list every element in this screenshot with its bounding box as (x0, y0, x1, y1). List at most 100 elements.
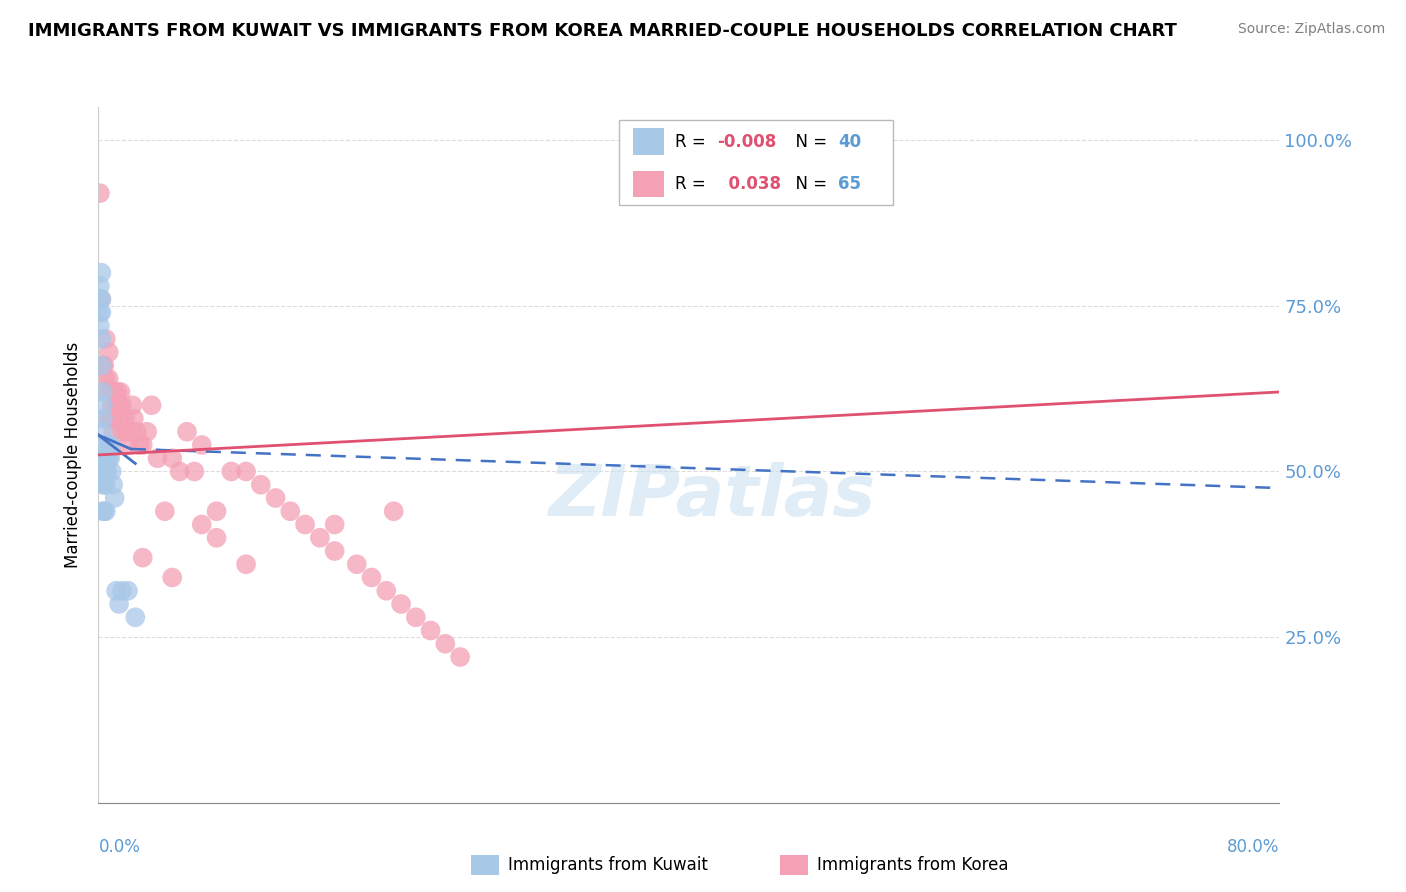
Point (93, 451, 115, 466)
Point (96, 384, 118, 399)
Point (162, 451, 183, 466)
Point (89, 318, 111, 333)
Point (264, 491, 287, 505)
Text: R =: R = (675, 175, 711, 193)
Point (176, 425, 198, 439)
Point (91, 477, 114, 491)
Point (360, 570, 382, 584)
Point (323, 544, 346, 558)
Point (105, 398, 128, 412)
Point (105, 583, 128, 598)
Point (107, 384, 129, 399)
Point (96, 411, 118, 425)
Text: 80.0%: 80.0% (1227, 838, 1279, 855)
Point (191, 438, 214, 452)
Point (205, 531, 228, 545)
Point (98, 384, 121, 399)
Point (100, 465, 122, 479)
Point (114, 411, 136, 425)
Point (111, 398, 134, 412)
Text: IMMIGRANTS FROM KUWAIT VS IMMIGRANTS FROM KOREA MARRIED-COUPLE HOUSEHOLDS CORREL: IMMIGRANTS FROM KUWAIT VS IMMIGRANTS FRO… (28, 22, 1177, 40)
Point (98, 451, 121, 466)
Point (121, 398, 143, 412)
Text: 0.0%: 0.0% (98, 838, 141, 855)
Point (91, 411, 114, 425)
Point (100, 398, 122, 412)
Point (103, 411, 125, 425)
Text: 40: 40 (838, 133, 860, 151)
Point (346, 558, 368, 572)
Point (183, 465, 205, 479)
Point (90, 305, 112, 319)
Point (110, 384, 132, 399)
Point (124, 610, 146, 624)
Point (91, 425, 114, 439)
Point (97, 451, 120, 466)
Point (96, 465, 118, 479)
Text: 0.038: 0.038 (717, 175, 782, 193)
Point (125, 425, 148, 439)
Point (91, 438, 114, 452)
Point (94, 504, 117, 518)
Point (162, 570, 183, 584)
Point (115, 425, 138, 439)
Point (104, 384, 127, 399)
Point (108, 411, 131, 425)
Point (98, 438, 121, 452)
Point (89, 292, 111, 306)
Point (90, 266, 112, 280)
Point (94, 451, 117, 466)
Point (111, 425, 134, 439)
Point (90, 359, 112, 373)
Point (111, 583, 134, 598)
Point (132, 438, 155, 452)
Point (98, 411, 121, 425)
Point (94, 477, 117, 491)
Point (91, 398, 114, 412)
Y-axis label: Married-couple Households: Married-couple Households (65, 342, 83, 568)
Point (405, 610, 427, 624)
Point (191, 517, 214, 532)
Point (91, 384, 114, 399)
Point (419, 624, 441, 638)
Point (89, 186, 111, 201)
Point (120, 425, 142, 439)
Point (96, 451, 118, 466)
Point (323, 517, 346, 532)
Point (117, 583, 139, 598)
Text: Source: ZipAtlas.com: Source: ZipAtlas.com (1237, 22, 1385, 37)
Point (90, 292, 112, 306)
Point (205, 504, 228, 518)
Point (221, 465, 243, 479)
Point (146, 451, 169, 466)
Point (153, 504, 176, 518)
Point (309, 531, 332, 545)
Point (235, 465, 257, 479)
Text: N =: N = (785, 133, 832, 151)
Point (122, 411, 145, 425)
Point (104, 491, 127, 505)
Point (97, 372, 120, 386)
Point (434, 637, 457, 651)
Text: Immigrants from Korea: Immigrants from Korea (817, 856, 1008, 874)
Point (94, 465, 117, 479)
Point (93, 359, 115, 373)
Point (141, 398, 163, 412)
Point (128, 438, 150, 452)
Point (250, 477, 273, 491)
Point (91, 359, 114, 373)
Point (117, 438, 139, 452)
Point (103, 477, 125, 491)
Point (280, 504, 302, 518)
Point (136, 425, 159, 439)
Point (103, 425, 125, 439)
Text: -0.008: -0.008 (717, 133, 776, 151)
Point (375, 583, 398, 598)
Point (93, 504, 115, 518)
Text: Immigrants from Kuwait: Immigrants from Kuwait (508, 856, 707, 874)
Point (90, 292, 112, 306)
Point (108, 597, 131, 611)
Point (132, 550, 155, 565)
Point (91, 465, 114, 479)
Text: R =: R = (675, 133, 711, 151)
